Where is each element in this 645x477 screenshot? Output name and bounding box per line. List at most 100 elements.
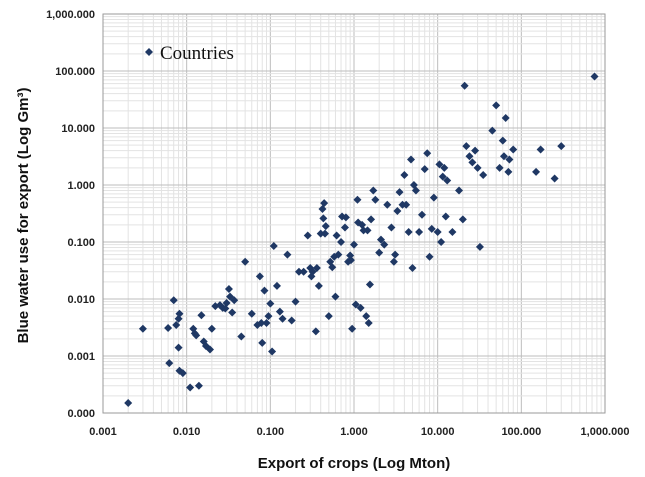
x-tick-label: 10.000 xyxy=(421,426,455,438)
x-axis-title: Export of crops (Log Mton) xyxy=(258,455,450,472)
data-point xyxy=(341,213,350,222)
data-point xyxy=(438,172,447,181)
data-point xyxy=(375,248,384,257)
data-point xyxy=(332,231,341,240)
data-point xyxy=(319,214,328,223)
gridlines xyxy=(102,14,605,414)
legend-label-countries: Countries xyxy=(160,43,234,64)
data-point xyxy=(174,343,183,352)
y-tick-label: 0.010 xyxy=(67,294,95,306)
data-point xyxy=(194,381,203,390)
x-tick-label: 1.000 xyxy=(340,426,368,438)
data-point xyxy=(328,263,337,272)
data-point xyxy=(492,101,501,110)
data-point xyxy=(356,303,365,312)
data-point xyxy=(164,323,173,332)
data-point xyxy=(443,176,452,185)
data-point xyxy=(283,250,292,259)
data-point xyxy=(425,252,434,261)
data-point xyxy=(272,281,281,290)
y-tick-label: 1,000.000 xyxy=(46,9,95,21)
data-point xyxy=(536,145,545,154)
data-point xyxy=(287,316,296,325)
x-axis-tick-labels: 0.001 0.010 0.100 1.000 10.000 100.000 1,000.0… xyxy=(89,426,629,438)
data-point xyxy=(387,223,396,232)
data-point xyxy=(402,200,411,209)
data-point xyxy=(400,170,409,179)
data-point xyxy=(311,327,320,336)
data-point xyxy=(455,186,464,195)
legend-marker-countries xyxy=(145,48,153,56)
data-point xyxy=(264,312,273,321)
plot-area-border xyxy=(102,13,606,414)
data-point xyxy=(192,331,201,340)
data-point xyxy=(197,311,206,320)
data-point xyxy=(389,257,398,266)
data-point xyxy=(418,210,427,219)
data-point xyxy=(488,126,497,135)
data-point xyxy=(458,215,467,224)
data-point xyxy=(365,280,374,289)
x-tick-label: 0.001 xyxy=(89,426,117,438)
data-point xyxy=(205,345,214,354)
data-point xyxy=(441,212,450,221)
x-tick-label: 1,000.000 xyxy=(581,426,630,438)
data-point xyxy=(420,165,429,174)
data-point xyxy=(314,281,323,290)
data-point xyxy=(498,136,507,145)
data-point xyxy=(471,146,480,155)
data-point xyxy=(509,145,518,154)
data-point xyxy=(291,297,300,306)
y-tick-label: 0.001 xyxy=(67,351,95,363)
data-point xyxy=(479,170,488,179)
data-point xyxy=(350,240,358,249)
y-tick-label: 1.000 xyxy=(67,180,95,192)
data-point xyxy=(362,312,371,321)
data-point xyxy=(241,257,250,266)
data-point xyxy=(294,267,303,276)
data-point xyxy=(358,220,367,229)
data-point xyxy=(364,318,373,327)
data-point xyxy=(228,308,237,317)
data-point xyxy=(237,332,246,341)
data-point xyxy=(473,163,482,172)
data-point xyxy=(448,227,457,236)
data-point xyxy=(369,186,378,195)
data-point xyxy=(429,193,438,202)
data-point xyxy=(165,359,174,368)
data-point xyxy=(557,142,566,151)
data-point xyxy=(501,113,510,122)
data-point xyxy=(260,286,269,295)
y-tick-label: 0.000 xyxy=(67,408,95,420)
data-point xyxy=(363,226,372,235)
data-point xyxy=(404,227,413,236)
data-point xyxy=(174,314,183,323)
data-point xyxy=(337,238,346,246)
x-tick-label: 100.000 xyxy=(501,426,541,438)
data-point xyxy=(308,267,317,276)
data-point xyxy=(278,314,287,323)
data-point xyxy=(247,309,256,318)
data-point xyxy=(393,206,402,215)
data-point xyxy=(303,231,312,240)
y-axis-title: Blue water use for export (Log Gm³) xyxy=(15,88,32,344)
data-point xyxy=(351,300,360,309)
data-point xyxy=(380,240,389,249)
data-point xyxy=(169,296,178,305)
data-point xyxy=(138,324,147,333)
data-point xyxy=(437,238,446,246)
data-point xyxy=(275,307,284,316)
y-tick-label: 0.100 xyxy=(67,237,95,249)
data-point xyxy=(550,174,559,183)
data-point xyxy=(346,251,355,260)
data-point xyxy=(262,318,271,327)
data-points xyxy=(124,72,599,407)
data-point xyxy=(318,204,327,213)
data-point xyxy=(468,158,477,167)
data-point xyxy=(353,195,362,204)
data-point xyxy=(324,312,333,321)
data-point xyxy=(505,155,514,164)
data-point xyxy=(406,155,415,164)
data-point xyxy=(423,149,432,158)
